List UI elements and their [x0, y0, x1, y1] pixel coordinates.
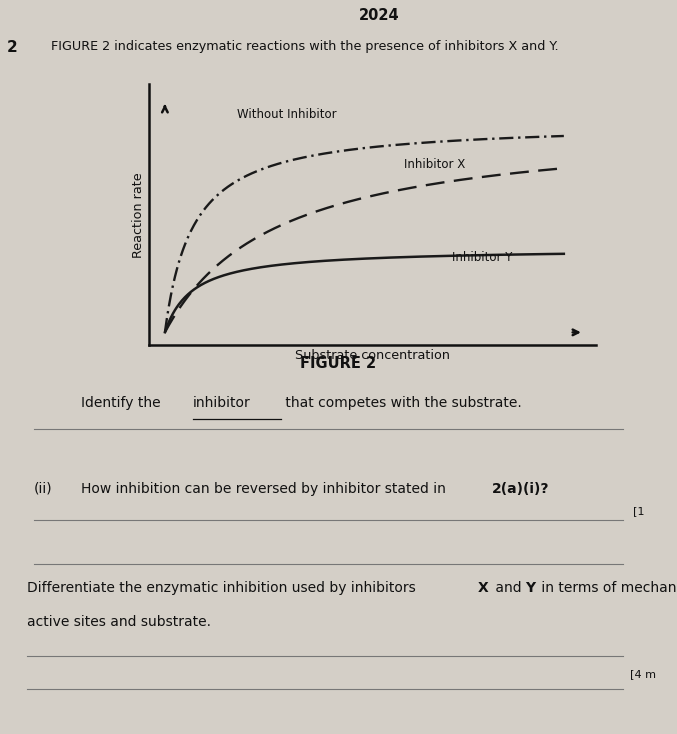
Text: inhibitor: inhibitor	[193, 396, 250, 410]
Text: Inhibitor X: Inhibitor X	[404, 159, 466, 172]
Text: [1: [1	[633, 506, 645, 516]
Text: Identify the: Identify the	[81, 396, 165, 410]
Text: that competes with the substrate.: that competes with the substrate.	[281, 396, 522, 410]
Text: Without Inhibitor: Without Inhibitor	[237, 108, 336, 121]
Text: [4 m: [4 m	[630, 669, 655, 679]
Y-axis label: Reaction rate: Reaction rate	[132, 172, 145, 258]
Text: Y: Y	[525, 581, 535, 595]
Text: and: and	[491, 581, 526, 595]
Text: 2: 2	[7, 40, 18, 55]
X-axis label: Substrate concentration: Substrate concentration	[295, 349, 450, 362]
Text: active sites and substrate.: active sites and substrate.	[27, 615, 211, 629]
Text: X: X	[477, 581, 488, 595]
Text: 2(a)(i)?: 2(a)(i)?	[492, 482, 549, 495]
Text: 2024: 2024	[359, 8, 399, 23]
Text: Differentiate the enzymatic inhibition used by inhibitors: Differentiate the enzymatic inhibition u…	[27, 581, 420, 595]
Text: Inhibitor Y: Inhibitor Y	[452, 251, 512, 264]
Text: FIGURE 2 indicates enzymatic reactions with the presence of inhibitors X and Y.: FIGURE 2 indicates enzymatic reactions w…	[51, 40, 559, 54]
Text: (ii): (ii)	[34, 482, 53, 495]
Text: in terms of mechanism invol: in terms of mechanism invol	[537, 581, 677, 595]
Text: How inhibition can be reversed by inhibitor stated in: How inhibition can be reversed by inhibi…	[81, 482, 450, 495]
Text: FIGURE 2: FIGURE 2	[301, 356, 376, 371]
